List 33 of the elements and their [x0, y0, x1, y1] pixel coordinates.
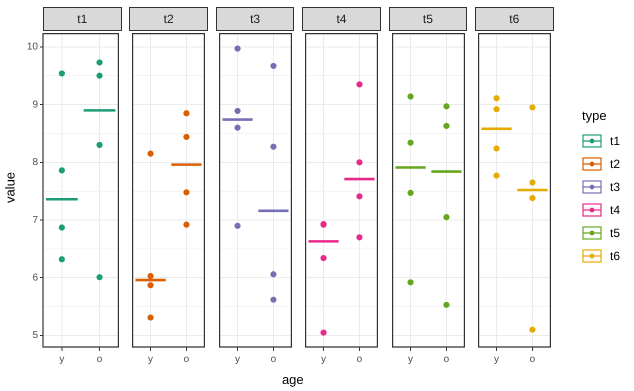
x-tick-label: y — [59, 354, 64, 365]
legend-label: t2 — [610, 156, 620, 170]
y-tick-label: 5 — [32, 330, 38, 342]
x-tick-label: o — [270, 354, 276, 365]
x-tick-label: y — [148, 354, 154, 365]
x-tick-label: o — [530, 354, 536, 365]
y-tick-label: 8 — [32, 157, 38, 168]
legend-label: t5 — [610, 226, 620, 240]
x-tick-label: y — [234, 354, 240, 365]
y-tick-label: 10 — [26, 42, 38, 53]
x-tick-label: y — [321, 354, 326, 365]
chart-title: t6 — [475, 7, 554, 31]
legend-label: t4 — [610, 202, 620, 216]
y-tick-label: 7 — [32, 214, 38, 226]
x-tick-label: o — [184, 354, 190, 365]
chart-title: t2 — [129, 7, 208, 31]
legend-label: t6 — [610, 248, 620, 262]
legend-title: type — [582, 108, 608, 123]
y-tick-label: 9 — [32, 99, 38, 110]
x-tick-label: y — [408, 354, 413, 365]
legend-label: t1 — [610, 134, 620, 148]
x-axis-title: age — [280, 372, 305, 387]
x-tick-label: o — [443, 354, 450, 365]
chart-title: t4 — [302, 7, 381, 31]
chart-title: t5 — [388, 7, 468, 31]
x-tick-label: o — [96, 354, 103, 365]
chart-title: t3 — [216, 7, 294, 31]
chart-title: t1 — [43, 7, 122, 31]
x-tick-label: o — [356, 354, 363, 365]
y-axis-title: value — [2, 170, 18, 206]
x-tick-label: y — [494, 354, 500, 365]
y-tick-label: 6 — [32, 272, 38, 284]
legend-label: t3 — [610, 180, 620, 194]
